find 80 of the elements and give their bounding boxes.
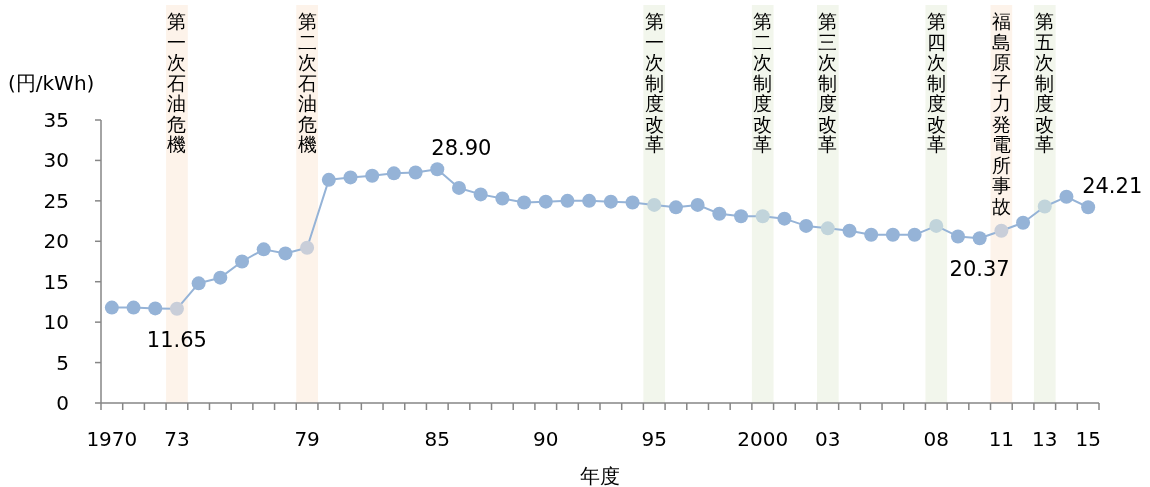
- point: [256, 242, 271, 257]
- point: [365, 168, 380, 183]
- point: [799, 218, 814, 233]
- x-tick-label: 2000: [737, 427, 789, 451]
- point: [994, 223, 1009, 238]
- band-label: 第五次制度改革: [1035, 10, 1055, 155]
- band-label: 第三次制度改革: [818, 10, 838, 155]
- y-tick-label: 0: [56, 391, 69, 415]
- y-axis-title: (円/kWh): [8, 71, 95, 95]
- point: [1081, 200, 1096, 215]
- band-label: 第二次制度改革: [753, 10, 773, 155]
- data-label: 11.65: [146, 327, 207, 352]
- point: [777, 211, 792, 226]
- point: [712, 206, 727, 221]
- point: [582, 193, 597, 208]
- x-tick-label: 79: [294, 427, 320, 451]
- data-label: 24.21: [1082, 174, 1143, 199]
- point: [321, 172, 336, 187]
- x-tick-label: 08: [923, 427, 950, 451]
- point: [278, 246, 293, 261]
- band-label: 第四次制度改革: [926, 10, 946, 155]
- point: [972, 231, 987, 246]
- x-tick-label: 13: [1032, 427, 1058, 451]
- point: [213, 270, 228, 285]
- point: [755, 209, 770, 224]
- point: [104, 300, 119, 315]
- data-label: 20.37: [949, 257, 1010, 282]
- point: [430, 162, 445, 177]
- point: [1016, 215, 1031, 230]
- point: [169, 301, 184, 316]
- point: [451, 180, 466, 195]
- y-tick-label: 15: [43, 269, 69, 294]
- y-tick-label: 25: [43, 188, 69, 213]
- point: [473, 187, 488, 202]
- x-tick-label: 11: [988, 427, 1015, 451]
- point: [538, 194, 553, 209]
- point: [191, 276, 206, 291]
- band-label: 第二次石油危機: [297, 10, 317, 155]
- y-tick-label: 35: [43, 108, 69, 132]
- point: [820, 221, 835, 236]
- y-tick-label: 30: [43, 148, 69, 173]
- point: [148, 301, 163, 316]
- point: [235, 254, 250, 269]
- point: [126, 300, 141, 315]
- point: [668, 200, 683, 215]
- point: [1037, 199, 1052, 214]
- point: [907, 227, 922, 242]
- y-tick-label: 10: [43, 310, 69, 335]
- point: [885, 227, 900, 242]
- point: [495, 191, 510, 206]
- point: [929, 218, 944, 233]
- point: [842, 223, 857, 238]
- x-tick-label: 95: [641, 427, 667, 451]
- point: [408, 165, 423, 180]
- x-tick-label: 73: [164, 427, 190, 451]
- x-tick-label: 03: [815, 427, 841, 451]
- point: [950, 229, 965, 244]
- point: [625, 195, 640, 210]
- point: [734, 209, 749, 224]
- point: [603, 194, 618, 209]
- point: [560, 193, 575, 208]
- x-axis-title: 年度: [580, 464, 620, 487]
- point: [647, 197, 662, 212]
- band-label: 第一次制度改革: [644, 10, 664, 155]
- point: [1059, 189, 1074, 204]
- x-tick-label: 1970: [86, 427, 138, 451]
- data-label: 28.90: [431, 136, 492, 161]
- x-tick-label: 85: [424, 427, 451, 451]
- band-label: 第一次石油危機: [167, 10, 187, 155]
- point: [386, 166, 401, 181]
- point: [864, 227, 879, 242]
- x-tick-label: 15: [1075, 427, 1101, 451]
- y-tick-label: 5: [56, 350, 69, 375]
- point: [517, 195, 532, 210]
- x-tick-label: 90: [533, 427, 559, 451]
- text: 福島原子力発電所事故: [991, 10, 1011, 217]
- point: [343, 170, 358, 185]
- y-tick-label: 20: [43, 229, 69, 254]
- point: [690, 197, 705, 212]
- point: [300, 240, 315, 255]
